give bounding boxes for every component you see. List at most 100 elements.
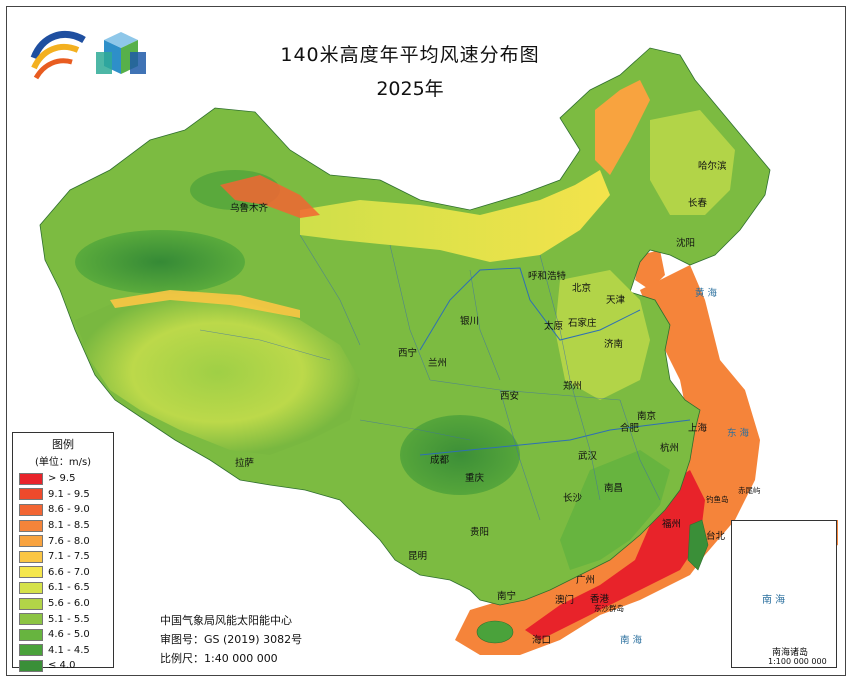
inner-mongolia-band <box>300 170 610 262</box>
sea-label: 黄海 <box>695 288 721 299</box>
legend-label: 8.1 - 8.5 <box>48 520 90 532</box>
legend-item: 7.6 - 8.0 <box>13 533 113 549</box>
north-china-plain <box>555 270 650 400</box>
city-label: 香港 <box>590 594 610 605</box>
city-label: 武汉 <box>578 451 598 462</box>
city-label: 兰州 <box>428 358 448 369</box>
city-label: 西安 <box>500 391 520 402</box>
legend-swatch <box>19 597 43 610</box>
island-label: 钓鱼岛 <box>706 495 729 504</box>
island-label: 赤尾屿 <box>738 486 761 495</box>
city-label: 长春 <box>688 198 708 209</box>
legend-item: 5.6 - 6.0 <box>13 596 113 612</box>
legend-label: 5.6 - 6.0 <box>48 598 90 610</box>
city-label: 拉萨 <box>235 458 255 469</box>
sea-label: 南海 <box>620 635 646 646</box>
legend-label: 7.6 - 8.0 <box>48 535 90 547</box>
south-china-sea-inset: 南 海 南海诸岛 1:100 000 000 <box>731 520 837 668</box>
city-label: 哈尔滨 <box>698 161 727 172</box>
legend-swatch <box>19 659 43 672</box>
credit-approval: 审图号：GS (2019) 3082号 <box>160 633 303 646</box>
northeast-plain <box>650 110 735 215</box>
legend-label: 8.6 - 9.0 <box>48 504 90 516</box>
city-label: 台北 <box>706 531 726 542</box>
legend: 图例 (单位：m/s) > 9.5 9.1 - 9.5 8.6 - 9.0 8.1 -… <box>12 432 114 672</box>
wind-solar-center-logo <box>96 32 146 74</box>
sea-label: 东海 <box>727 428 753 439</box>
legend-swatch <box>19 519 43 532</box>
city-label: 广州 <box>576 575 596 586</box>
credit-scale: 比例尺：1:40 000 000 <box>160 652 278 665</box>
legend-title: 图例 <box>52 438 74 451</box>
legend-unit: (单位：m/s) <box>34 457 92 468</box>
city-label: 呼和浩特 <box>528 271 567 282</box>
taiwan-island <box>687 519 709 571</box>
city-label: 南京 <box>637 411 657 422</box>
city-label: 杭州 <box>660 443 680 454</box>
legend-swatch <box>19 628 43 641</box>
legend-label: 6.6 - 7.0 <box>48 566 90 578</box>
legend-swatch <box>19 488 43 501</box>
map-title: 140米高度年平均风速分布图 <box>280 44 540 66</box>
city-label: 上海 <box>688 423 708 434</box>
city-label: 澳门 <box>555 595 575 606</box>
legend-swatch <box>19 581 43 594</box>
legend-swatch <box>19 503 43 516</box>
cma-logo <box>30 30 86 80</box>
legend-swatch <box>19 613 43 626</box>
offshore-band-bohai <box>635 250 665 290</box>
tibet-plateau <box>75 290 360 455</box>
legend-item: 7.1 - 7.5 <box>13 549 113 565</box>
tianshan-ridge <box>220 175 320 218</box>
city-label: 成都 <box>430 455 450 466</box>
city-label: 贵阳 <box>470 527 490 538</box>
southeast-coast <box>560 450 670 570</box>
legend-item: ≤ 4.0 <box>13 658 113 674</box>
city-label: 南宁 <box>497 591 517 602</box>
legend-label: ≤ 4.0 <box>48 660 76 672</box>
legend-swatch <box>19 644 43 657</box>
city-label: 长沙 <box>563 493 583 504</box>
legend-label: > 9.5 <box>48 473 76 485</box>
legend-swatch <box>19 550 43 563</box>
inset-sea-label: 南 海 <box>762 595 786 606</box>
city-label: 南昌 <box>604 483 624 494</box>
legend-label: 5.1 - 5.5 <box>48 613 90 625</box>
legend-item: 4.1 - 4.5 <box>13 643 113 659</box>
city-label: 天津 <box>606 295 626 306</box>
city-label: 福州 <box>662 519 682 530</box>
legend-label: 4.1 - 4.5 <box>48 644 90 656</box>
legend-label: 7.1 - 7.5 <box>48 551 90 563</box>
kunlun-ridge <box>110 290 300 318</box>
city-label: 昆明 <box>408 551 428 562</box>
legend-item: 4.6 - 5.0 <box>13 627 113 643</box>
legend-item: 8.1 - 8.5 <box>13 518 113 534</box>
city-label: 海口 <box>532 635 552 646</box>
hainan-island <box>476 620 514 644</box>
legend-label: 6.1 - 6.5 <box>48 582 90 594</box>
legend-swatch <box>19 535 43 548</box>
city-label: 石家庄 <box>568 318 597 329</box>
tarim-basin <box>75 230 245 294</box>
legend-item: 8.6 - 9.0 <box>13 502 113 518</box>
inset-scale: 1:100 000 000 <box>768 657 827 666</box>
city-label: 沈阳 <box>676 238 696 249</box>
yellow-river <box>419 267 641 351</box>
city-label: 济南 <box>604 339 624 350</box>
legend-swatch <box>19 566 43 579</box>
city-label: 合肥 <box>620 423 640 434</box>
city-label: 郑州 <box>563 381 583 392</box>
legend-item: 6.1 - 6.5 <box>13 580 113 596</box>
city-label: 太原 <box>544 321 564 332</box>
legend-label: 4.6 - 5.0 <box>48 629 90 641</box>
legend-item: 9.1 - 9.5 <box>13 487 113 503</box>
credit-org: 中国气象局风能太阳能中心 <box>160 614 292 627</box>
city-label: 北京 <box>572 283 592 294</box>
city-label: 西宁 <box>398 348 418 359</box>
city-label: 重庆 <box>465 473 485 484</box>
map-year: 2025年 <box>376 78 444 100</box>
yangtze-river <box>419 419 691 456</box>
legend-item: > 9.5 <box>13 471 113 487</box>
legend-item: 5.1 - 5.5 <box>13 611 113 627</box>
